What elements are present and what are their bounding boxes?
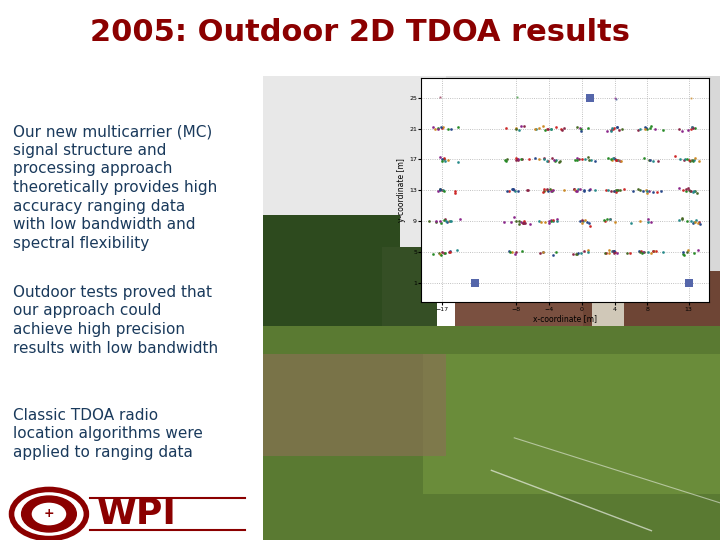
Bar [582,271,720,373]
Bar [382,247,436,331]
Circle shape [12,489,86,538]
Text: +: + [44,507,54,519]
Text: Outdoor tests proved that
our approach could
achieve high precision
results with: Outdoor tests proved that our approach c… [13,285,218,356]
X-axis label: x-coordinate [m]: x-coordinate [m] [534,314,597,323]
Text: WPI: WPI [97,497,177,531]
Bar [263,76,720,299]
Bar [263,215,400,345]
Text: Our new multicarrier (MC)
signal structure and
processing approach
theoretically: Our new multicarrier (MC) signal structu… [13,124,217,251]
Bar [263,326,720,540]
Bar [592,233,624,373]
Bar [423,354,720,494]
Circle shape [22,496,76,532]
Circle shape [32,503,66,525]
Bar [263,76,446,299]
Bar [455,271,615,363]
Bar [597,206,619,243]
Text: Classic TDOA radio
location algorithms were
applied to ranging data: Classic TDOA radio location algorithms w… [13,408,203,460]
Bar [263,354,446,456]
Y-axis label: y-coordinate [m]: y-coordinate [m] [397,158,406,222]
Text: 2005: Outdoor 2D TDOA results: 2005: Outdoor 2D TDOA results [90,18,630,47]
